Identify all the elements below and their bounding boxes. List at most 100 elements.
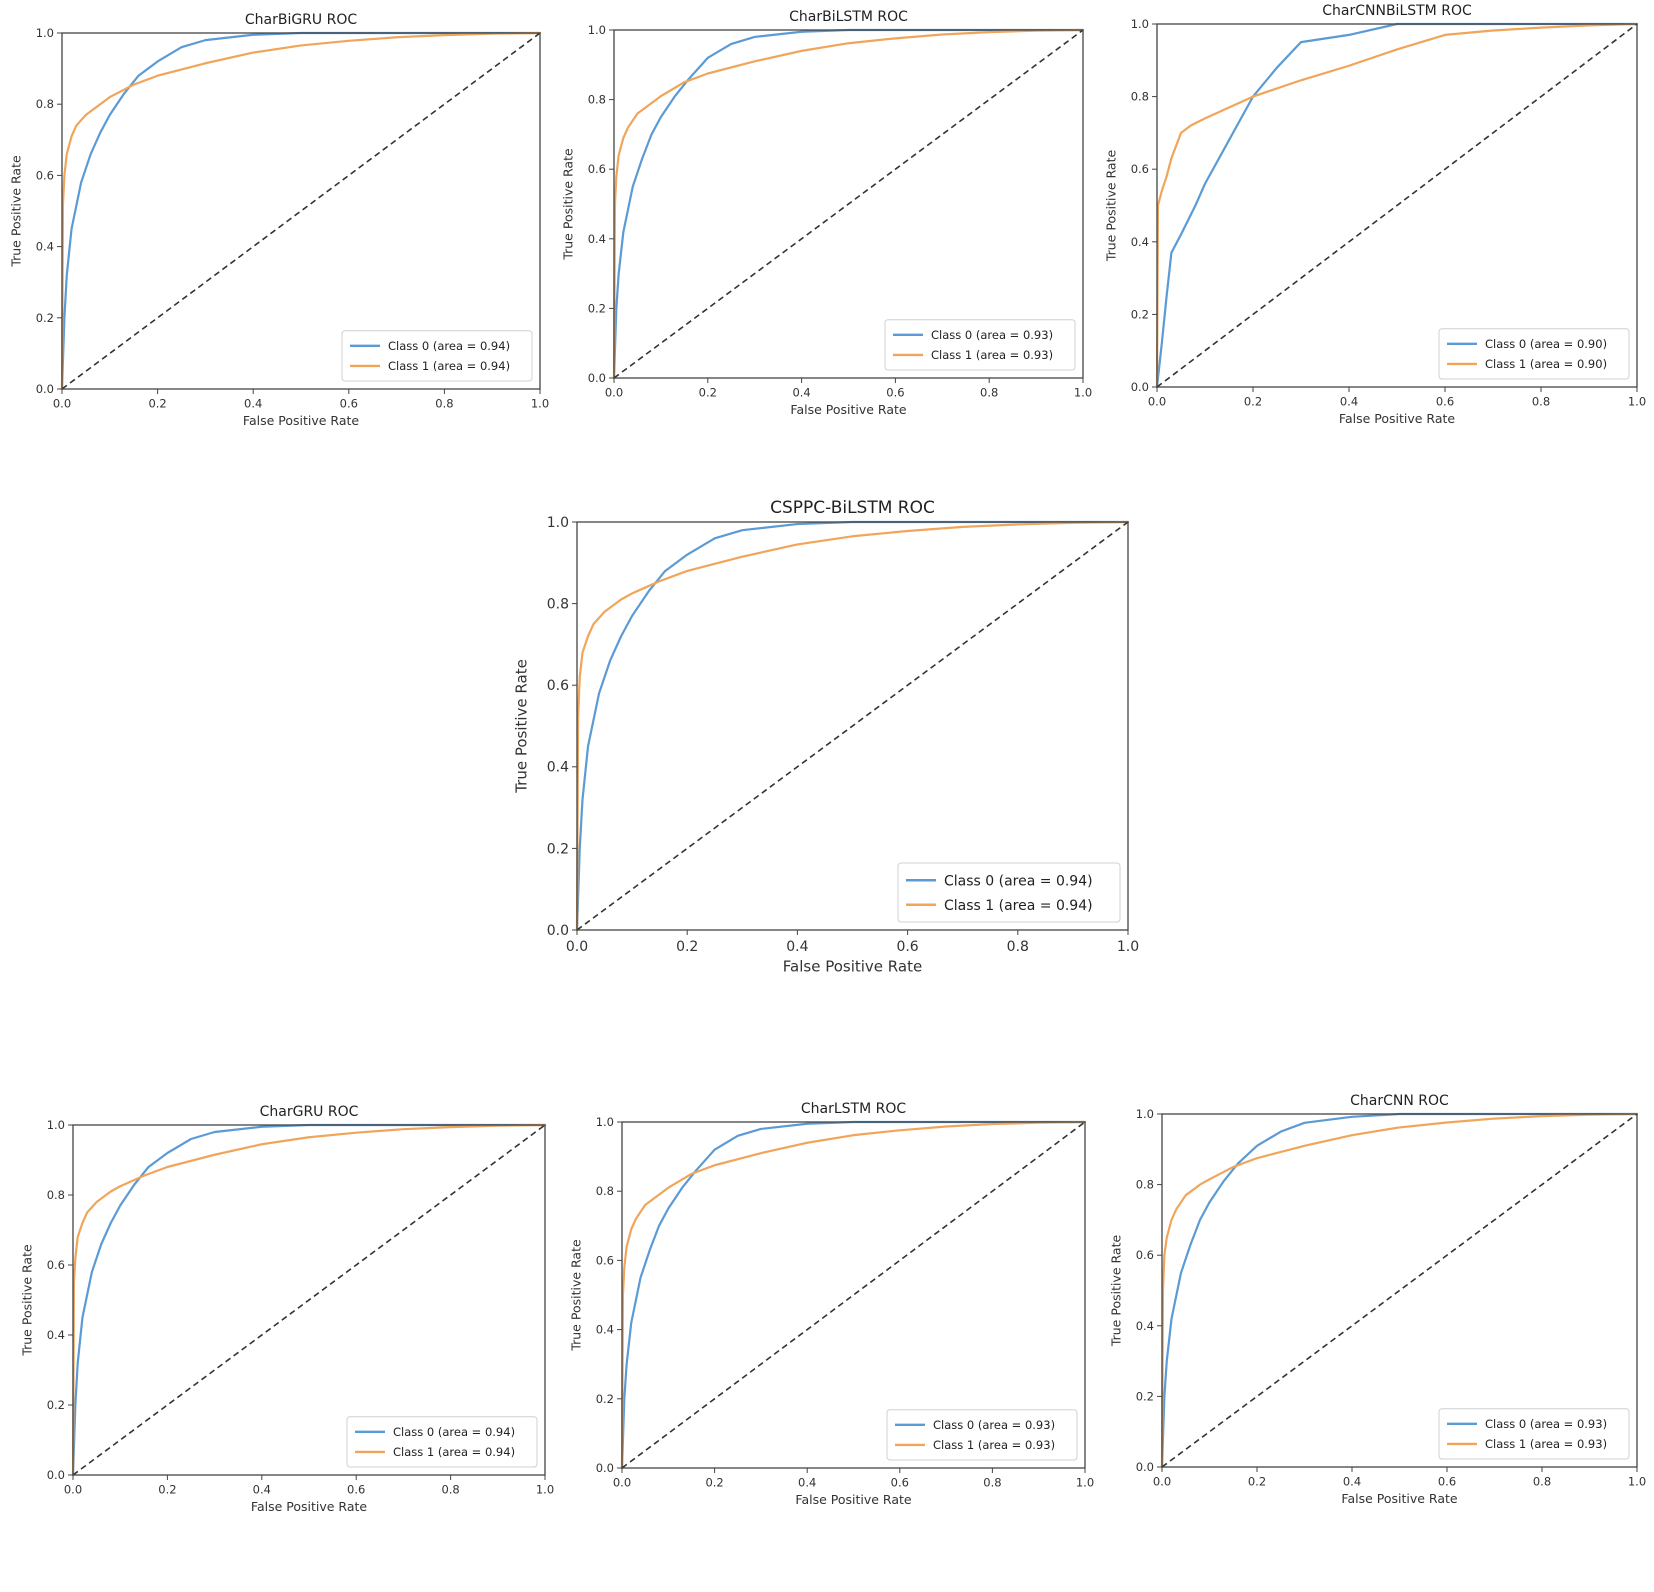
chance-diagonal-line <box>1161 1113 1638 1468</box>
x-tick-label: 0.2 <box>1244 395 1262 409</box>
x-tick-label: 1.0 <box>531 397 549 411</box>
x-tick-label: 0.0 <box>566 939 588 955</box>
plot-frame <box>1156 23 1638 388</box>
x-tick-label: 0.8 <box>435 397 453 411</box>
plot-frame <box>61 32 541 390</box>
x-tick-label: 0.4 <box>786 939 808 955</box>
x-tick-label: 0.8 <box>1007 939 1029 955</box>
plot-frame <box>576 521 1129 931</box>
legend-label-class0: Class 0 (area = 0.94) <box>393 1425 515 1439</box>
x-tick-label: 0.0 <box>53 397 71 411</box>
x-tick-label: 0.4 <box>798 1476 816 1490</box>
y-axis-label: True Positive Rate <box>20 1244 35 1357</box>
x-tick-label: 0.4 <box>792 386 810 400</box>
x-tick-label: 0.6 <box>1436 395 1454 409</box>
y-tick-label: 0.2 <box>36 311 54 325</box>
chance-diagonal-line <box>621 1121 1086 1469</box>
roc-chart-charbigru: CharBiGRU ROC 0.0 0.2 0.4 0.6 0.8 1.0 0.0 0.2 0.4… <box>9 12 550 428</box>
y-tick-label: 0.4 <box>596 1323 614 1337</box>
legend-label-class0: Class 0 (area = 0.93) <box>931 328 1053 342</box>
roc-chart-chargru: CharGRU ROC 0.0 0.2 0.4 0.6 0.8 1.0 0.0 0.2 0.4 0.… <box>20 1104 555 1514</box>
legend-label-class1: Class 1 (area = 0.94) <box>944 898 1093 914</box>
y-tick-label: 0.4 <box>547 760 569 776</box>
x-axis-label: False Positive Rate <box>795 1492 911 1507</box>
roc-curve-class1 <box>60 31 542 391</box>
y-tick-label: 0.6 <box>588 162 606 176</box>
legend-box <box>884 319 1076 371</box>
chance-diagonal-line <box>613 29 1084 379</box>
y-tick-label: 0.0 <box>47 1468 65 1482</box>
legend: Class 0 (area = 0.93) Class 1 (area = 0.9… <box>886 1409 1078 1461</box>
y-tick-label: 0.0 <box>596 1461 614 1475</box>
y-tick-label: 0.2 <box>1136 1389 1154 1403</box>
y-axis-label: True Positive Rate <box>1109 1235 1124 1348</box>
y-tick-label: 0.6 <box>36 168 54 182</box>
y-tick-label: 0.6 <box>1136 1248 1154 1262</box>
y-tick-label: 1.0 <box>547 515 569 531</box>
legend-box <box>346 1416 538 1468</box>
roc-curve-class1 <box>620 1120 1087 1470</box>
x-tick-label: 0.2 <box>705 1476 723 1490</box>
roc-curve-class1 <box>1160 1112 1639 1469</box>
x-tick-label: 0.0 <box>1153 1475 1171 1489</box>
x-axis-label: False Positive Rate <box>1341 1491 1457 1506</box>
y-tick-label: 1.0 <box>596 1115 614 1129</box>
y-tick-label: 0.8 <box>36 97 54 111</box>
y-tick-label: 0.0 <box>588 371 606 385</box>
x-tick-label: 0.0 <box>605 386 623 400</box>
legend-label-class1: Class 1 (area = 0.94) <box>393 1445 515 1459</box>
x-axis-label: False Positive Rate <box>251 1499 367 1514</box>
y-tick-label: 0.2 <box>596 1392 614 1406</box>
chart-title: CharCNNBiLSTM ROC <box>1322 3 1472 19</box>
y-tick-label: 1.0 <box>1136 1107 1154 1121</box>
y-tick-label: 1.0 <box>588 23 606 37</box>
plot-frame <box>72 1124 546 1476</box>
x-tick-label: 1.0 <box>1074 386 1092 400</box>
y-axis-label: True Positive Rate <box>561 148 576 261</box>
x-tick-label: 0.8 <box>980 386 998 400</box>
y-axis-label: True Positive Rate <box>569 1239 584 1352</box>
x-tick-label: 0.6 <box>340 397 358 411</box>
chance-diagonal-line <box>576 521 1129 931</box>
y-axis-label: True Positive Rate <box>513 659 531 794</box>
y-tick-label: 0.2 <box>1131 307 1149 321</box>
x-axis-label: False Positive Rate <box>790 402 906 417</box>
y-tick-label: 0.0 <box>1136 1460 1154 1474</box>
chart-title: CharBiGRU ROC <box>245 12 357 28</box>
chance-diagonal-line <box>1156 23 1638 388</box>
y-tick-label: 0.6 <box>547 678 569 694</box>
x-tick-label: 0.0 <box>613 1476 631 1490</box>
y-tick-label: 0.2 <box>547 841 569 857</box>
legend-label-class0: Class 0 (area = 0.93) <box>1485 1417 1607 1431</box>
y-tick-label: 1.0 <box>36 26 54 40</box>
chart-title: CharBiLSTM ROC <box>789 9 908 25</box>
chart-title: CSPPC-BiLSTM ROC <box>770 498 935 518</box>
x-tick-label: 0.0 <box>64 1483 82 1497</box>
x-tick-label: 0.4 <box>1343 1475 1361 1489</box>
legend-label-class1: Class 1 (area = 0.94) <box>388 359 510 373</box>
x-tick-label: 0.6 <box>891 1476 909 1490</box>
y-tick-label: 0.4 <box>47 1328 65 1342</box>
plot-frame <box>1161 1113 1638 1468</box>
x-tick-label: 0.8 <box>1533 1475 1551 1489</box>
legend-box <box>886 1409 1078 1461</box>
legend-label-class1: Class 1 (area = 0.93) <box>1485 1437 1607 1451</box>
x-tick-label: 1.0 <box>536 1483 554 1497</box>
legend: Class 0 (area = 0.90) Class 1 (area = 0.9… <box>1438 328 1630 380</box>
legend-label-class1: Class 1 (area = 0.90) <box>1485 357 1607 371</box>
y-tick-label: 0.4 <box>36 240 54 254</box>
legend-label-class0: Class 0 (area = 0.94) <box>388 339 510 353</box>
y-tick-label: 0.8 <box>47 1188 65 1202</box>
x-tick-label: 0.8 <box>1532 395 1550 409</box>
legend: Class 0 (area = 0.93) Class 1 (area = 0.9… <box>1438 1408 1630 1460</box>
chart-title: CharLSTM ROC <box>801 1101 906 1117</box>
y-tick-label: 0.6 <box>596 1253 614 1267</box>
y-tick-label: 0.8 <box>596 1184 614 1198</box>
legend-label-class1: Class 1 (area = 0.93) <box>933 1438 1055 1452</box>
x-tick-label: 0.2 <box>699 386 717 400</box>
x-tick-label: 0.6 <box>1438 1475 1456 1489</box>
legend-box <box>341 330 533 382</box>
x-axis-label: False Positive Rate <box>243 413 359 428</box>
chart-title: CharGRU ROC <box>260 1104 359 1120</box>
x-tick-label: 0.8 <box>441 1483 459 1497</box>
